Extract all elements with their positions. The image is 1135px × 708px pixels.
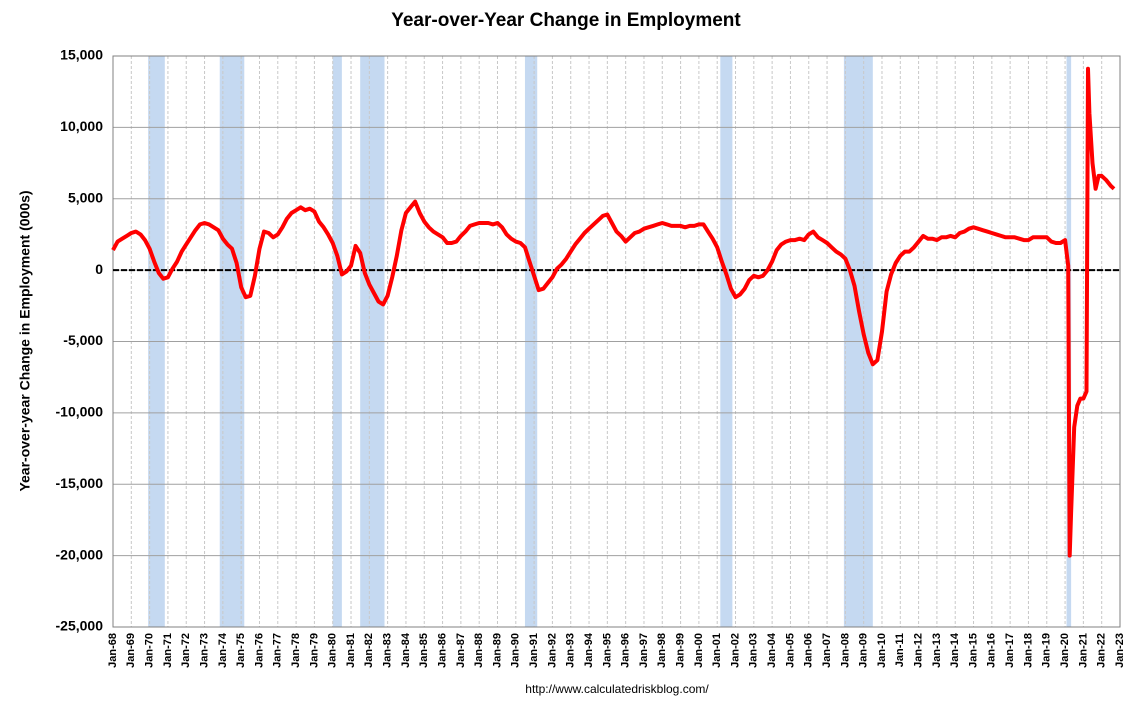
x-tick-label: Jan-08 — [839, 633, 851, 668]
x-tick-label: Jan-03 — [748, 633, 760, 668]
x-tick-label: Jan-82 — [363, 633, 375, 668]
x-tick-label: Jan-95 — [601, 633, 613, 668]
x-tick-label: Jan-96 — [620, 633, 632, 668]
x-tick-label: Jan-06 — [803, 633, 815, 668]
x-tick-label: Jan-05 — [784, 633, 796, 668]
x-tick-label: Jan-21 — [1077, 633, 1089, 668]
x-tick-label: Jan-16 — [986, 633, 998, 668]
x-tick-label: Jan-00 — [693, 633, 705, 668]
x-tick-label: Jan-07 — [821, 633, 833, 668]
x-tick-label: Jan-01 — [711, 633, 723, 668]
x-tick-label: Jan-76 — [253, 633, 265, 668]
x-tick-label: Jan-93 — [565, 633, 577, 668]
x-tick-label: Jan-10 — [876, 633, 888, 668]
y-tick-label: -20,000 — [56, 546, 104, 562]
y-tick-label: -25,000 — [56, 618, 104, 634]
x-tick-label: Jan-69 — [125, 633, 137, 668]
x-tick-label: Jan-75 — [235, 633, 247, 668]
chart-title: Year-over-Year Change in Employment — [391, 10, 741, 31]
x-tick-label: Jan-90 — [510, 633, 522, 668]
x-tick-label: Jan-89 — [491, 633, 503, 668]
y-tick-label: -15,000 — [56, 475, 104, 491]
x-tick-label: Jan-11 — [894, 633, 906, 667]
x-tick-label: Jan-18 — [1022, 633, 1034, 668]
x-tick-label: Jan-12 — [913, 633, 925, 668]
x-tick-label: Jan-15 — [967, 633, 979, 668]
x-tick-label: Jan-13 — [931, 633, 943, 668]
x-tick-label: Jan-23 — [1114, 633, 1126, 668]
x-tick-label: Jan-81 — [345, 633, 357, 668]
x-tick-label: Jan-78 — [290, 633, 302, 668]
x-tick-label: Jan-99 — [674, 633, 686, 668]
x-tick-label: Jan-77 — [272, 633, 284, 668]
y-tick-label: -5,000 — [63, 332, 103, 348]
source: http://www.calculatedriskblog.com/ — [525, 682, 709, 696]
x-tick-label: Jan-20 — [1059, 633, 1071, 668]
x-tick-label: Jan-85 — [418, 633, 430, 668]
x-tick-label: Jan-74 — [217, 632, 229, 668]
x-tick-label: Jan-79 — [308, 633, 320, 668]
y-axis-label: Year-over-year Change in Employment (000… — [17, 190, 33, 491]
x-tick-label: Jan-71 — [162, 633, 174, 668]
x-tick-label: Jan-88 — [473, 633, 485, 668]
x-tick-label: Jan-70 — [144, 633, 156, 668]
x-tick-label: Jan-19 — [1041, 633, 1053, 668]
x-tick-label: Jan-68 — [107, 633, 119, 668]
x-tick-label: Jan-80 — [327, 633, 339, 668]
x-tick-label: Jan-87 — [455, 633, 467, 668]
y-tick-label: -10,000 — [56, 404, 104, 420]
x-tick-label: Jan-02 — [729, 633, 741, 668]
x-tick-label: Jan-84 — [400, 632, 412, 668]
x-tick-label: Jan-83 — [382, 633, 394, 668]
x-tick-label: Jan-91 — [528, 633, 540, 668]
y-tick-label: 15,000 — [60, 47, 103, 63]
y-tick-label: 0 — [95, 261, 103, 277]
x-tick-label: Jan-73 — [198, 633, 210, 668]
x-tick-label: Jan-86 — [436, 633, 448, 668]
x-tick-label: Jan-92 — [546, 633, 558, 668]
x-tick-label: Jan-97 — [638, 633, 650, 668]
y-tick-label: 5,000 — [68, 189, 103, 205]
x-tick-label: Jan-17 — [1004, 633, 1016, 668]
x-tick-label: Jan-72 — [180, 633, 192, 668]
y-tick-label: 10,000 — [60, 118, 103, 134]
x-tick-label: Jan-09 — [858, 633, 870, 668]
x-tick-label: Jan-04 — [766, 632, 778, 668]
plot-border — [112, 55, 1121, 628]
x-tick-label: Jan-94 — [583, 632, 595, 668]
data-line — [111, 66, 1116, 558]
x-tick-label: Jan-98 — [656, 633, 668, 668]
x-tick-label: Jan-22 — [1096, 633, 1108, 668]
x-tick-label: Jan-14 — [949, 632, 961, 668]
